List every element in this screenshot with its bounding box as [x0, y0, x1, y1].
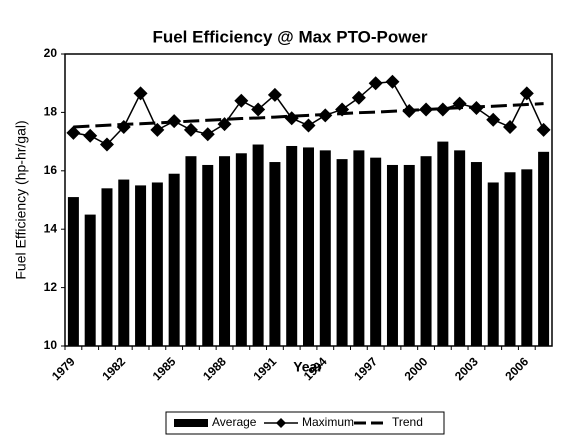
bar [67, 197, 79, 346]
marker [150, 122, 165, 137]
marker [368, 76, 383, 91]
x-tick-label: 1988 [200, 354, 229, 383]
legend-swatch [174, 419, 208, 427]
marker [133, 86, 148, 101]
marker [66, 125, 81, 140]
marker [83, 128, 98, 143]
y-tick-label: 12 [44, 280, 58, 294]
y-tick-label: 14 [44, 221, 58, 235]
x-tick-label: 1985 [150, 354, 179, 383]
bar [487, 182, 499, 346]
marker [284, 111, 299, 126]
trend-line [73, 102, 544, 129]
bar [336, 159, 348, 346]
bar [101, 188, 113, 346]
chart-title: Fuel Efficiency @ Max PTO-Power [152, 27, 427, 46]
x-tick-label: 1982 [99, 354, 128, 383]
bar [286, 145, 298, 346]
bar [252, 144, 264, 346]
y-axis-label: Fuel Efficiency (hp-hr/gal) [13, 120, 29, 279]
legend-label: Trend [392, 415, 423, 429]
bar [84, 214, 96, 346]
marker [267, 87, 282, 102]
y-tick-label: 10 [44, 338, 58, 352]
bar [168, 173, 180, 346]
legend-label: Average [212, 415, 257, 429]
bar [202, 164, 214, 346]
legend-label: Maximum [302, 415, 354, 429]
marker [536, 122, 551, 137]
x-tick-label: 2000 [402, 354, 431, 383]
bar [219, 156, 231, 346]
bar [235, 153, 247, 346]
y-tick-label: 20 [44, 46, 58, 60]
marker [234, 93, 249, 108]
bar [454, 150, 466, 346]
bar [420, 156, 432, 346]
bar [521, 169, 533, 346]
marker [503, 120, 518, 134]
bar [403, 164, 415, 346]
marker [200, 127, 215, 142]
bar [504, 172, 516, 346]
bar [118, 179, 130, 346]
y-tick-label: 16 [44, 163, 58, 177]
bar [151, 182, 163, 346]
x-tick-label: 1979 [49, 354, 78, 383]
marker [486, 112, 501, 127]
legend-box [165, 411, 445, 435]
marker [251, 102, 266, 117]
x-axis-label: Year [293, 359, 323, 375]
legend-marker [276, 418, 286, 428]
marker [301, 118, 316, 133]
y-tick-label: 18 [44, 105, 58, 119]
bar [470, 162, 482, 346]
bar [185, 156, 197, 346]
marker [183, 122, 198, 137]
marker [351, 90, 366, 105]
bar [269, 162, 281, 346]
bar [135, 185, 147, 346]
bar [386, 164, 398, 346]
bar [538, 151, 550, 346]
x-tick-label: 2006 [502, 354, 531, 383]
bar [303, 147, 314, 346]
x-tick-label: 1991 [250, 354, 279, 383]
marker [435, 102, 450, 117]
x-tick-label: 2003 [452, 354, 481, 383]
bar [353, 150, 365, 346]
marker [385, 74, 400, 89]
bar [370, 157, 382, 346]
marker [519, 86, 534, 101]
bar [319, 150, 331, 346]
bar [437, 141, 449, 346]
marker [99, 137, 114, 152]
x-tick-label: 1997 [351, 354, 380, 383]
